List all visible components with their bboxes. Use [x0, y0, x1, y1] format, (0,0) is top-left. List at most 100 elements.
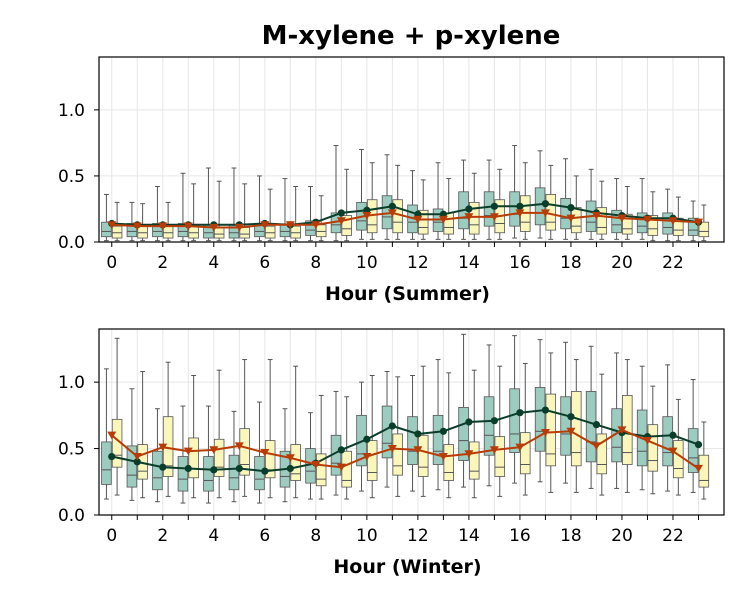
winter-mean-point	[490, 417, 499, 425]
winter-x-axis-label: Hour (Winter)	[333, 556, 481, 578]
winter-box	[126, 445, 138, 488]
winter-box	[494, 436, 506, 477]
winter-mean-point	[567, 413, 575, 421]
chart-title: M-xylene + p-xylene	[262, 21, 561, 51]
winter-box	[392, 433, 403, 476]
summer-box	[111, 225, 123, 239]
winter-mean-line	[111, 428, 700, 470]
summer-box	[560, 197, 571, 230]
winter-mean-point	[285, 454, 295, 462]
summer-x-tick-label: 16	[509, 253, 531, 273]
summer-box	[162, 225, 174, 239]
winter-box	[458, 406, 469, 461]
winter-mean-point	[363, 435, 371, 443]
winter-mean-point	[210, 466, 218, 474]
summer-mean-point	[234, 223, 244, 232]
winter-mean-point	[515, 443, 525, 452]
summer-box	[341, 215, 352, 236]
winter-mean-point	[107, 431, 117, 440]
summer-mean-point	[413, 215, 423, 224]
winter-box	[407, 416, 418, 465]
summer-mean-point	[311, 221, 321, 229]
winter-box	[673, 440, 684, 479]
summer-mean-point	[465, 205, 473, 213]
winter-mean-point	[516, 409, 524, 417]
winter-box	[213, 438, 225, 477]
winter-box	[698, 454, 710, 488]
winter-mean-point	[438, 452, 448, 461]
winter-x-tick-label: 16	[509, 526, 531, 546]
winter-box	[203, 456, 214, 492]
winter-box	[228, 454, 240, 491]
winter-box	[560, 396, 571, 456]
winter-box	[687, 428, 699, 473]
winter-y-tick-label: 1.0	[58, 373, 85, 393]
summer-box	[126, 223, 138, 238]
summer-y-tick-label: 0.5	[58, 167, 85, 187]
summer-mean-point	[540, 209, 550, 217]
summer-mean-point	[541, 200, 550, 208]
winter-mean-point	[108, 452, 116, 461]
winter-mean-point	[693, 464, 703, 473]
winter-mean-point	[642, 437, 652, 445]
winter-box	[534, 387, 546, 452]
winter-box	[177, 456, 189, 492]
winter-mean-point	[465, 418, 473, 426]
winter-box	[432, 414, 444, 465]
summer-y-tick-label: 1.0	[58, 101, 85, 121]
winter-mean-point	[183, 447, 193, 456]
winter-mean-point	[464, 450, 474, 458]
winter-mean-point	[413, 446, 423, 454]
winter-mean-point	[669, 431, 677, 439]
winter-mean-line	[111, 408, 699, 473]
summer-mean-point	[132, 222, 142, 231]
summer-panel: 0 2 4 6 8 10 12 14 16 18 20 22 0.0 0.5 1.0 Hour (Summer…	[58, 56, 725, 305]
winter-mean-point	[311, 460, 321, 469]
winter-box	[662, 416, 673, 467]
winter-y-tick-label: 0.5	[58, 440, 85, 460]
winter-mean-point	[617, 426, 627, 435]
winter-box	[366, 440, 378, 481]
winter-box	[468, 441, 480, 480]
summer-box	[571, 207, 582, 234]
winter-x-tick-label: 14	[458, 526, 480, 546]
winter-mean-point	[694, 440, 703, 449]
summer-mean-point	[336, 217, 346, 225]
summer-box	[101, 221, 112, 238]
winter-x-tick-label: 2	[157, 526, 168, 546]
winter-panel: 0 2 4 6 8 10 12 14 16 18 20 22 0.0 0.5 1.0 Hour (Winter…	[58, 328, 725, 578]
summer-x-tick-label: 6	[259, 253, 270, 273]
summer-x-tick-label: 12	[407, 253, 429, 273]
summer-box	[213, 227, 225, 239]
winter-mean-point	[591, 442, 601, 450]
winter-mean-point	[541, 406, 550, 414]
summer-x-tick-label: 22	[662, 253, 684, 273]
summer-box	[305, 220, 316, 236]
winter-x-tick-label: 12	[407, 526, 429, 546]
summer-mean-point	[693, 218, 703, 227]
winter-mean-point	[159, 463, 167, 471]
summer-mean-point	[591, 211, 601, 220]
winter-mean-point	[592, 421, 601, 429]
summer-mean-point	[107, 221, 117, 229]
summer-x-tick-label: 14	[458, 253, 480, 273]
summer-box	[611, 209, 622, 234]
winter-mean-point	[132, 452, 142, 461]
summer-mean-point	[489, 213, 499, 221]
winter-box	[264, 440, 276, 479]
summer-y-ticks: 0.0 0.5 1.0	[58, 101, 99, 253]
winter-mean-point	[234, 442, 244, 450]
summer-axes-frame	[98, 56, 725, 243]
summer-mean-point	[183, 222, 193, 231]
summer-box	[315, 224, 327, 238]
summer-mean-point	[337, 209, 345, 217]
winter-mean-point	[133, 458, 141, 466]
summer-mean-point	[464, 213, 474, 221]
winter-mean-point	[235, 464, 243, 473]
winter-x-tick-label: 4	[208, 526, 219, 546]
winter-mean-point	[184, 464, 192, 473]
winter-box	[509, 388, 520, 453]
winter-box	[239, 428, 250, 476]
winter-x-tick-label: 18	[560, 526, 582, 546]
